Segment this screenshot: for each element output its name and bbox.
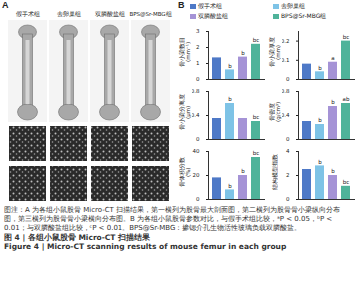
svg-text:b: b	[331, 168, 335, 174]
svg-text:b: b	[318, 65, 322, 71]
svg-text:ab: ab	[343, 96, 350, 102]
html-text:BPS@Sr-MBG组: BPS@Sr-MBG组	[281, 12, 327, 19]
svg-text:2: 2	[196, 44, 200, 50]
svg-text:1: 1	[196, 60, 200, 66]
svg-text:bc: bc	[343, 34, 350, 40]
html-text:骨小梁分离度 (μm): 骨小梁分离度 (μm)	[179, 94, 191, 130]
svg-text:0: 0	[286, 76, 290, 82]
svg-text:b: b	[241, 168, 245, 174]
html-text:图 4 | 各组小鼠股骨 Micro-CT 扫描结果: 图 4 | 各组小鼠股骨 Micro-CT 扫描结果	[4, 232, 151, 242]
svg-text:0.8: 0.8	[192, 88, 200, 94]
svg-text:BPS@Sr-MBG组: BPS@Sr-MBG组	[129, 11, 171, 17]
svg-text:b: b	[241, 50, 245, 56]
svg-text:2: 2	[286, 172, 290, 178]
svg-text:0.4: 0.4	[192, 112, 200, 118]
html-text:骨小梁厚度 (mm): 骨小梁厚度 (mm)	[269, 37, 281, 67]
html-text:B: B	[178, 0, 185, 10]
svg-text:4: 4	[286, 148, 290, 154]
svg-text:0.8: 0.8	[282, 88, 290, 94]
svg-text:b: b	[228, 96, 232, 102]
html-text:骨密度 (g/cm³): 骨密度 (g/cm³)	[269, 101, 281, 123]
html-text:骨体积分数 (%): 骨体积分数 (%)	[179, 157, 191, 187]
html-text:A: A	[2, 0, 9, 10]
html-text:双膦酸盐组: 双膦酸盐组	[198, 12, 228, 19]
svg-text:假手术组: 假手术组	[16, 11, 40, 17]
svg-text:b: b	[228, 63, 232, 69]
svg-text:bc: bc	[253, 150, 260, 156]
html-text:去卵巢组: 去卵巢组	[281, 2, 305, 9]
html-text:Figure 4 | Micro-CT scanning r: Figure 4 | Micro-CT scanning results of …	[4, 242, 287, 252]
svg-text:40: 40	[193, 148, 200, 154]
svg-text:0: 0	[286, 196, 290, 202]
svg-text:bc: bc	[343, 179, 350, 185]
html-text:结构模型指数: 结构模型指数	[272, 154, 278, 190]
html-text:假手术组: 假手术组	[198, 2, 222, 9]
svg-text:b: b	[318, 159, 322, 165]
svg-text:bc: bc	[253, 37, 260, 43]
svg-text:0.4: 0.4	[282, 112, 290, 118]
html-text:骨小梁数目 (mm⁻¹): 骨小梁数目 (mm⁻¹)	[179, 37, 191, 67]
svg-text:双膦酸盐组: 双膦酸盐组	[95, 11, 125, 17]
svg-text:b: b	[228, 183, 232, 189]
svg-text:a: a	[331, 55, 334, 61]
svg-text:b: b	[331, 99, 335, 105]
svg-text:0.2: 0.2	[282, 38, 290, 44]
svg-text:3: 3	[196, 28, 200, 34]
svg-text:bc: bc	[253, 114, 260, 120]
svg-text:b: b	[318, 117, 322, 123]
svg-text:0.1: 0.1	[282, 57, 290, 63]
svg-text:0: 0	[286, 136, 290, 142]
svg-text:去卵巢组: 去卵巢组	[57, 11, 81, 17]
svg-text:0: 0	[196, 136, 200, 142]
svg-text:0: 0	[196, 196, 200, 202]
svg-text:0: 0	[196, 76, 200, 82]
svg-text:20: 20	[193, 172, 200, 178]
html-text:图注：A 为各组小鼠股骨 Micro-CT 扫描结果，第一横: 图注：A 为各组小鼠股骨 Micro-CT 扫描结果，第一横列为股骨最大剖面图，…	[4, 206, 341, 232]
